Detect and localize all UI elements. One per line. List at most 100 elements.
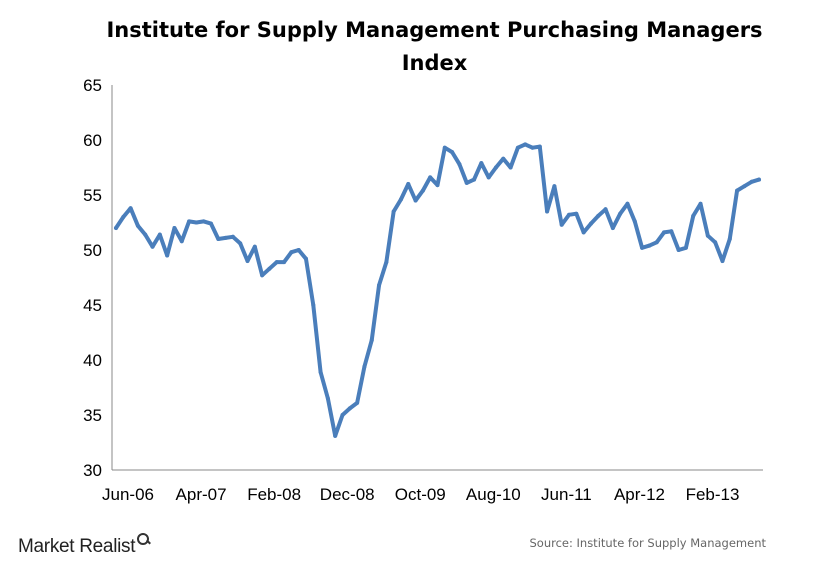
data-point: [640, 245, 645, 250]
data-point: [208, 221, 213, 226]
data-point: [245, 259, 250, 263]
x-tick-label: Apr-12: [614, 485, 665, 504]
pmi-line-chart: 30 35 40 45 50 55 60 65 Jun-06 Apr-07 Feb-08 Dec-0…: [83, 76, 763, 504]
data-point: [662, 230, 667, 235]
y-tick-label: 55: [83, 186, 102, 205]
data-point: [377, 283, 382, 288]
chart-title: Institute for Supply Management Purchasi…: [0, 14, 819, 80]
data-point: [742, 184, 747, 189]
x-tick-label: Apr-07: [176, 485, 227, 504]
data-point: [428, 175, 433, 180]
data-point: [647, 243, 652, 248]
data-point: [303, 256, 308, 261]
data-point: [128, 206, 133, 211]
data-point: [625, 201, 630, 206]
data-point: [610, 226, 615, 230]
data-point: [194, 220, 199, 225]
data-point: [676, 248, 681, 252]
data-point: [252, 244, 257, 249]
data-point: [274, 260, 279, 265]
data-point: [713, 240, 718, 245]
data-point: [121, 215, 126, 219]
data-point: [333, 433, 338, 438]
data-point: [260, 273, 265, 278]
data-point: [267, 266, 272, 271]
y-tick-label: 60: [83, 131, 102, 150]
y-tick-label: 30: [83, 461, 102, 480]
data-point: [442, 145, 447, 150]
data-point: [398, 197, 403, 202]
x-tick-labels: Jun-06 Apr-07 Feb-08 Dec-08 Oct-09 Aug-10 Jun-…: [102, 485, 739, 504]
data-point: [347, 406, 352, 411]
data-point: [618, 211, 623, 216]
data-point: [691, 213, 696, 218]
data-point: [472, 177, 477, 182]
data-point: [530, 145, 535, 150]
market-realist-logo: Market Realist: [18, 532, 150, 558]
data-point: [581, 230, 586, 235]
data-point: [559, 222, 564, 227]
data-point: [282, 260, 287, 265]
data-point: [435, 183, 440, 188]
x-tick-label: Dec-08: [320, 485, 375, 504]
y-tick-label: 45: [83, 296, 102, 315]
logo-text: Market Realist: [18, 536, 136, 557]
data-point: [479, 161, 484, 166]
magnifier-icon: [136, 532, 150, 546]
data-point: [165, 253, 170, 258]
data-point: [545, 209, 550, 214]
data-point: [420, 188, 425, 193]
data-point: [391, 209, 396, 214]
data-point: [289, 250, 294, 255]
data-point: [406, 182, 411, 186]
source-note: Source: Institute for Supply Management: [529, 536, 766, 550]
data-point: [179, 239, 184, 244]
data-point: [216, 237, 221, 241]
data-point: [114, 226, 118, 230]
data-point: [362, 364, 367, 369]
data-point: [369, 338, 374, 343]
data-point: [501, 156, 506, 161]
y-tick-label: 65: [83, 76, 102, 95]
data-point: [757, 177, 761, 182]
x-tick-label: Jun-06: [102, 485, 154, 504]
data-point: [464, 180, 469, 185]
data-point: [552, 184, 557, 189]
data-point: [384, 260, 389, 265]
data-point: [515, 145, 520, 150]
chart-title-line-1: Institute for Supply Management Purchasi…: [106, 18, 763, 42]
data-point: [588, 221, 593, 226]
x-tick-label: Jun-11: [541, 485, 592, 504]
data-point: [632, 219, 637, 224]
y-tick-label: 40: [83, 351, 102, 370]
data-point: [574, 211, 579, 216]
data-point: [523, 142, 528, 147]
x-tick-label: Feb-08: [247, 485, 301, 504]
data-point: [230, 234, 235, 239]
y-tick-label: 50: [83, 241, 102, 260]
data-point: [537, 144, 542, 149]
data-point: [413, 198, 418, 203]
data-point: [486, 175, 491, 180]
y-tick-labels: 30 35 40 45 50 55 60 65: [83, 76, 102, 480]
data-point: [150, 244, 155, 249]
data-point: [340, 413, 345, 417]
data-point: [720, 259, 725, 263]
x-tick-label: Feb-13: [686, 485, 740, 504]
data-point: [698, 201, 703, 206]
pmi-series-line: [114, 142, 761, 438]
data-point: [567, 212, 572, 217]
y-tick-label: 35: [83, 406, 102, 425]
data-point: [596, 213, 601, 218]
data-point: [201, 219, 206, 224]
data-point: [450, 150, 455, 155]
x-tick-label: Aug-10: [466, 485, 521, 504]
data-point: [727, 237, 732, 241]
data-point: [238, 241, 243, 246]
data-point: [493, 165, 498, 170]
data-point: [683, 245, 688, 250]
data-point: [705, 233, 710, 238]
data-point: [135, 223, 140, 228]
chart-title-line-2: Index: [401, 51, 468, 75]
x-tick-label: Oct-09: [395, 485, 446, 504]
